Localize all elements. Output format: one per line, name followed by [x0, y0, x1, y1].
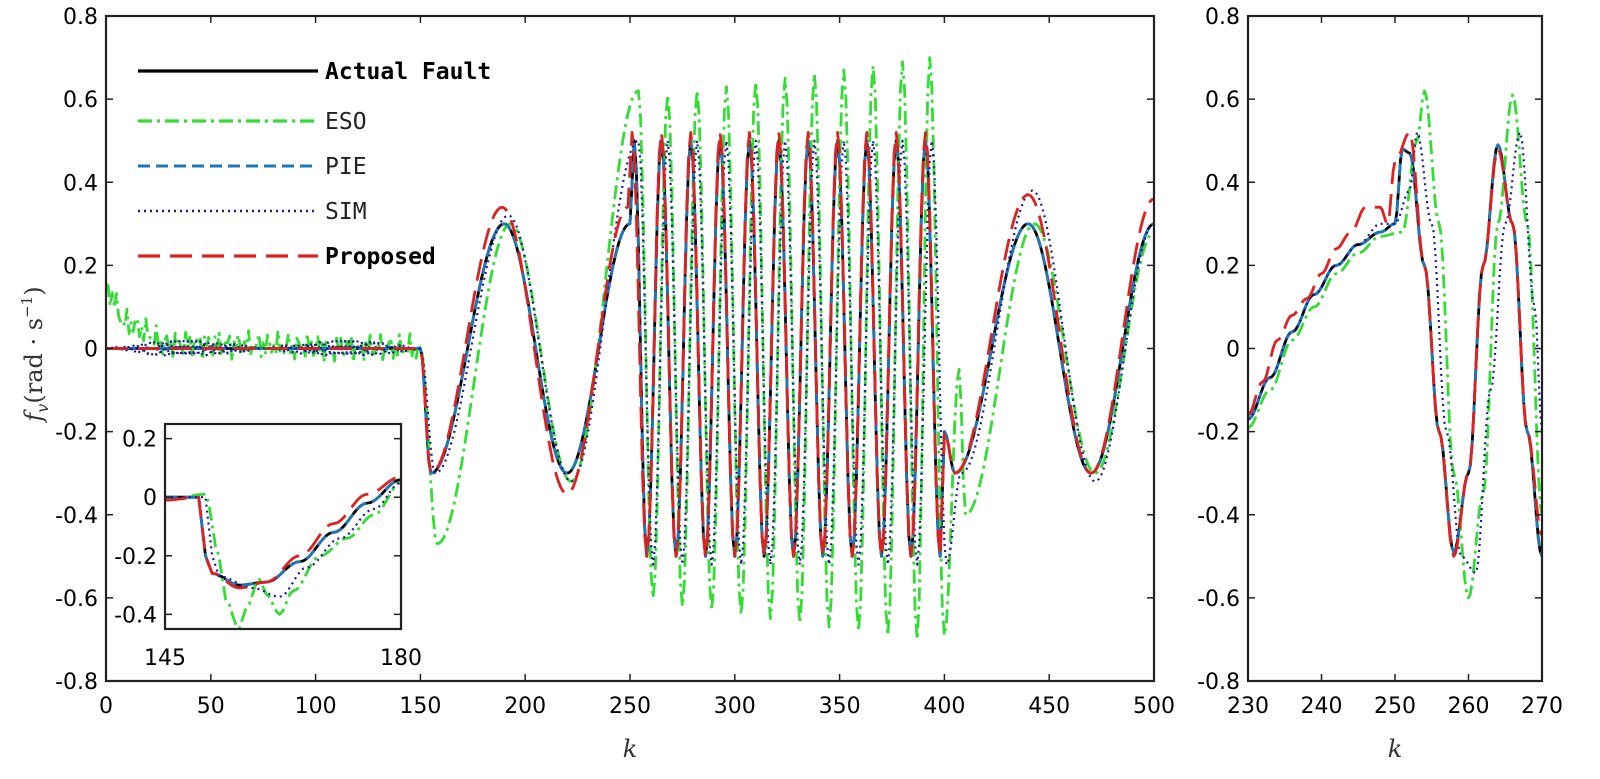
- zoom-ytick-label: 0.8: [1205, 5, 1240, 30]
- main-xtick-label: 450: [1028, 694, 1070, 719]
- main-xtick-label: 50: [197, 694, 225, 719]
- zoom-ytick-label: 0.2: [1205, 254, 1240, 279]
- main-ytick-label: 0.8: [63, 5, 98, 30]
- main-axes-frame: [104, 14, 1156, 683]
- ylabel-unit: (rad · s: [20, 318, 48, 404]
- main-axis-ticks: 0 50 100 150 200 250 300 350 400 450 500 -0.8 -0.6 -0…: [55, 5, 1175, 719]
- ylabel-subscript: v: [33, 404, 52, 413]
- inset-ytick-label: 0.2: [122, 428, 157, 453]
- inset-ytick-label: -0.4: [114, 603, 157, 628]
- zoom-xtick-label: 230: [1227, 694, 1269, 719]
- zoom-panel: 230 240 250 260 270 -0.8 -0.6 -0.4 -0.2 0 0.2 0.4 0.…: [1197, 5, 1563, 763]
- legend-label-actual-fault: Actual Fault: [325, 59, 491, 85]
- inset-series-proposed: [165, 475, 401, 590]
- zoom-series-eso: [1248, 89, 1542, 600]
- zoom-xtick-label: 240: [1301, 694, 1343, 719]
- inset-series-eso: [165, 481, 401, 629]
- legend: Actual Fault ESO PIE SIM Proposed: [138, 59, 491, 270]
- zoom-ytick-label: -0.8: [1197, 670, 1240, 695]
- main-series-lines: [106, 56, 1154, 641]
- zoom-ytick-label: 0: [1226, 338, 1240, 363]
- inset-ytick-label: 0: [143, 486, 157, 511]
- zoom-ytick-label: -0.2: [1197, 421, 1240, 446]
- inset-axes-frame: [163, 422, 403, 631]
- zoom-axes-frame: [1246, 14, 1544, 683]
- zoom-xtick-label: 260: [1448, 694, 1490, 719]
- main-ytick-label: 0.6: [63, 88, 98, 113]
- ylabel-superscript: −1: [18, 296, 36, 318]
- zoom-axis-ticks: 230 240 250 260 270 -0.8 -0.6 -0.4 -0.2 0 0.2 0.4 0.…: [1197, 5, 1563, 719]
- inset-ytick-label: -0.2: [114, 545, 157, 570]
- zoom-series-lines: [1248, 89, 1542, 600]
- main-xtick-label: 250: [609, 694, 651, 719]
- zoom-ytick-label: 0.6: [1205, 88, 1240, 113]
- main-series-proposed: [106, 131, 1154, 558]
- main-ytick-label: 0: [84, 338, 98, 363]
- inset-xtick-label: 145: [144, 646, 186, 671]
- main-xtick-label: 300: [714, 694, 756, 719]
- legend-label-proposed: Proposed: [325, 244, 436, 270]
- main-x-axis-label: k: [623, 735, 638, 763]
- zoom-x-axis-label: k: [1388, 735, 1403, 763]
- zoom-series-proposed: [1248, 131, 1542, 558]
- zoom-ytick-label: -0.6: [1197, 587, 1240, 612]
- inset-background: [165, 424, 401, 629]
- main-panel: 0 50 100 150 200 250 300 350 400 450 500 -0.8 -0.6 -0…: [18, 5, 1175, 763]
- main-ytick-label: 0.2: [63, 254, 98, 279]
- main-ytick-label: 0.4: [63, 171, 98, 196]
- inset-series-lines: [165, 475, 401, 629]
- zoom-ytick-label: 0.4: [1205, 171, 1240, 196]
- inset-panel: 145 180 0.2 0 -0.2 -0.4: [114, 422, 422, 671]
- main-xtick-label: 200: [504, 694, 546, 719]
- zoom-xtick-label: 270: [1521, 694, 1563, 719]
- main-xtick-label: 350: [819, 694, 861, 719]
- inset-xtick-label: 180: [380, 646, 422, 671]
- main-xtick-label: 0: [99, 694, 113, 719]
- main-ytick-label: -0.2: [55, 421, 98, 446]
- svg-text:fv(rad · s−1): fv(rad · s−1): [18, 286, 52, 423]
- main-xtick-label: 150: [399, 694, 441, 719]
- inset-axis-ticks: 145 180 0.2 0 -0.2 -0.4: [114, 424, 422, 671]
- main-ytick-label: -0.4: [55, 504, 98, 529]
- legend-label-pie: PIE: [325, 154, 367, 180]
- ylabel-close: ): [20, 286, 48, 295]
- main-ytick-label: -0.6: [55, 587, 98, 612]
- legend-label-eso: ESO: [325, 109, 367, 135]
- zoom-series-sim: [1248, 131, 1542, 574]
- main-xtick-label: 100: [295, 694, 337, 719]
- zoom-xtick-label: 250: [1374, 694, 1416, 719]
- main-y-axis-label: fv(rad · s−1): [18, 286, 52, 423]
- zoom-ytick-label: -0.4: [1197, 504, 1240, 529]
- main-xtick-label: 500: [1133, 694, 1175, 719]
- main-xtick-label: 400: [923, 694, 965, 719]
- legend-label-sim: SIM: [325, 199, 367, 225]
- main-ytick-label: -0.8: [55, 670, 98, 695]
